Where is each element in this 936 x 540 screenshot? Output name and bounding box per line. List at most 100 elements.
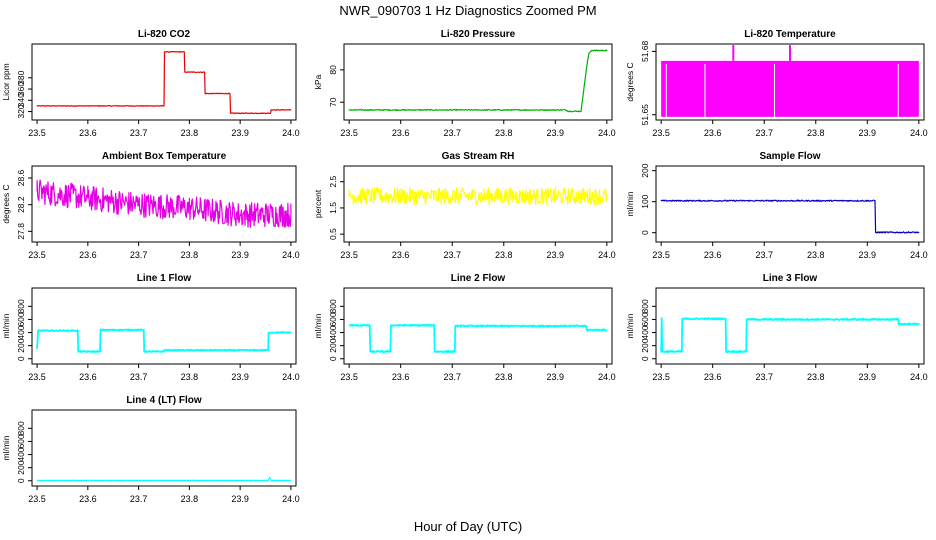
x-tick-label: 23.6 bbox=[392, 372, 410, 382]
series-pressure bbox=[348, 49, 608, 113]
panel-title: Ambient Box Temperature bbox=[102, 151, 227, 162]
x-tick-label: 23.6 bbox=[392, 250, 410, 260]
x-tick-label: 23.8 bbox=[807, 250, 825, 260]
plot-frame bbox=[343, 43, 613, 121]
x-tick-label: 24.0 bbox=[282, 372, 300, 382]
y-axis-label: percent bbox=[313, 189, 323, 218]
x-tick-label: 23.7 bbox=[755, 250, 773, 260]
y-tick-label: 380 bbox=[16, 70, 26, 84]
plot-frame bbox=[655, 165, 925, 243]
series-line4 bbox=[37, 476, 291, 482]
series-rh bbox=[348, 187, 608, 206]
panel-title: Li-820 Pressure bbox=[441, 29, 516, 40]
x-tick-label: 23.5 bbox=[340, 372, 358, 382]
y-axis-label: ml/min bbox=[1, 435, 11, 460]
y-tick-label: 800 bbox=[16, 299, 26, 313]
y-tick-label: 0 bbox=[640, 356, 650, 361]
y-axis-label: degrees C bbox=[625, 62, 635, 101]
y-tick-label: 2.5 bbox=[328, 176, 338, 188]
plot-frame bbox=[31, 43, 297, 121]
y-tick-label: 0 bbox=[640, 230, 650, 235]
x-tick-label: 23.9 bbox=[231, 494, 249, 504]
x-tick-label: 24.0 bbox=[282, 494, 300, 504]
x-tick-label: 23.9 bbox=[859, 128, 877, 138]
x-tick-label: 23.8 bbox=[181, 128, 199, 138]
figure-x-axis-label: Hour of Day (UTC) bbox=[414, 519, 522, 534]
plot-frame bbox=[31, 287, 297, 365]
series-line2 bbox=[348, 323, 608, 354]
x-tick-label: 24.0 bbox=[598, 250, 616, 260]
plot-frame bbox=[31, 165, 297, 243]
y-tick-label: 70 bbox=[328, 97, 338, 107]
x-tick-label: 23.7 bbox=[130, 250, 148, 260]
y-tick-label: 400 bbox=[16, 447, 26, 461]
series-line bbox=[36, 179, 292, 228]
panel-line2: Line 2 Flow ml/min 23.5 23.6 23.7 23.8 23.9 24.… bbox=[313, 273, 616, 382]
x-tick-label: 24.0 bbox=[910, 372, 928, 382]
y-tick-label: 800 bbox=[328, 299, 338, 313]
x-tick-label: 23.8 bbox=[807, 372, 825, 382]
y-tick-label: 340 bbox=[16, 93, 26, 107]
x-tick-label: 23.5 bbox=[28, 494, 46, 504]
y-tick-label: 600 bbox=[16, 434, 26, 448]
panel-title: Sample Flow bbox=[759, 151, 820, 162]
y-tick-label: 100 bbox=[640, 194, 650, 208]
y-axis-label: Licor ppm bbox=[1, 63, 11, 100]
plot-frame bbox=[343, 287, 613, 365]
y-axis-label: ml/min bbox=[1, 313, 11, 338]
x-tick-label: 23.5 bbox=[340, 128, 358, 138]
panel-title: Li-820 CO2 bbox=[138, 29, 191, 40]
series-temperature bbox=[661, 45, 919, 117]
x-tick-label: 23.8 bbox=[495, 250, 513, 260]
y-tick-label: 360 bbox=[16, 82, 26, 96]
x-tick-label: 23.6 bbox=[704, 128, 722, 138]
x-tick-label: 24.0 bbox=[282, 250, 300, 260]
x-tick-label: 23.6 bbox=[79, 250, 97, 260]
y-tick-label: 0.5 bbox=[328, 228, 338, 240]
series-line1 bbox=[36, 328, 292, 354]
series-line bbox=[348, 49, 608, 113]
x-tick-label: 23.9 bbox=[547, 128, 565, 138]
y-tick-label: 200 bbox=[16, 460, 26, 474]
series-line bbox=[660, 317, 920, 354]
x-tick-label: 24.0 bbox=[598, 372, 616, 382]
x-tick-label: 23.7 bbox=[443, 128, 461, 138]
y-axis-label: ml/min bbox=[313, 313, 323, 338]
x-tick-label: 23.7 bbox=[130, 128, 148, 138]
y-tick-label: 0 bbox=[16, 356, 26, 361]
y-tick-label: 600 bbox=[640, 312, 650, 326]
panel-title: Line 1 Flow bbox=[137, 273, 192, 284]
x-tick-label: 23.8 bbox=[495, 372, 513, 382]
x-tick-label: 23.5 bbox=[652, 250, 670, 260]
x-tick-label: 23.6 bbox=[392, 128, 410, 138]
panel-co2: Li-820 CO2 Licor ppm 23.5 23.6 23.7 23.8 23.9 2… bbox=[1, 29, 300, 138]
x-tick-label: 23.7 bbox=[755, 128, 773, 138]
y-tick-label: 200 bbox=[328, 338, 338, 352]
series-sample_flow bbox=[660, 199, 920, 234]
x-tick-label: 24.0 bbox=[598, 128, 616, 138]
x-tick-label: 23.9 bbox=[547, 372, 565, 382]
figure-title: NWR_090703 1 Hz Diagnostics Zoomed PM bbox=[339, 3, 596, 18]
x-tick-label: 23.9 bbox=[859, 372, 877, 382]
series-co2 bbox=[36, 50, 292, 115]
panel-title: Line 2 Flow bbox=[451, 273, 506, 284]
x-tick-label: 23.5 bbox=[340, 250, 358, 260]
x-tick-label: 23.8 bbox=[181, 250, 199, 260]
x-tick-label: 23.5 bbox=[652, 372, 670, 382]
x-tick-label: 23.6 bbox=[79, 494, 97, 504]
panel-pressure: Li-820 Pressure kPa 23.5 23.6 23.7 23.8 23.9 24… bbox=[313, 29, 616, 138]
panel-grid: Li-820 CO2 Licor ppm 23.5 23.6 23.7 23.8 23.9 2… bbox=[1, 29, 928, 504]
series-line bbox=[36, 328, 292, 354]
x-tick-label: 23.5 bbox=[652, 128, 670, 138]
x-tick-label: 23.8 bbox=[495, 128, 513, 138]
y-tick-label: 800 bbox=[640, 299, 650, 313]
x-tick-label: 23.6 bbox=[79, 372, 97, 382]
series-ambient bbox=[36, 179, 292, 228]
panel-rh: Gas Stream RH percent 23.5 23.6 23.7 23.8 23.9… bbox=[313, 151, 616, 260]
y-tick-label: 28.2 bbox=[16, 196, 26, 213]
panel-title: Gas Stream RH bbox=[442, 151, 515, 162]
panel-line4: Line 4 (LT) Flow ml/min 23.5 23.6 23.7 23.8 23… bbox=[1, 395, 300, 504]
y-tick-label: 27.8 bbox=[16, 223, 26, 240]
panel-title: Line 4 (LT) Flow bbox=[126, 395, 202, 406]
